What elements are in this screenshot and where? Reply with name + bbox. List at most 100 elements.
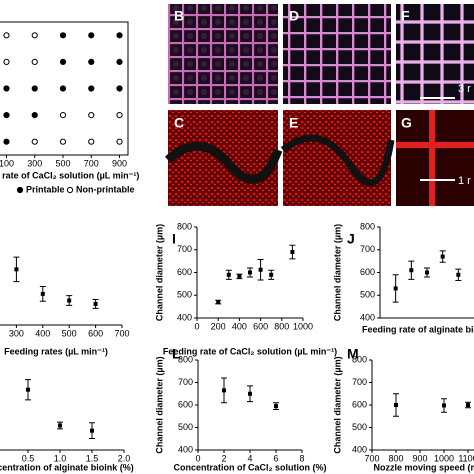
x-tick-label: 600 bbox=[88, 328, 103, 338]
point bbox=[59, 58, 67, 66]
point bbox=[88, 58, 95, 66]
image-c-channel bbox=[164, 141, 283, 184]
point bbox=[31, 112, 38, 119]
y-tick-label: 600 bbox=[360, 267, 375, 277]
y-axis-label: Channel diameter (µm) bbox=[154, 224, 164, 321]
panel-label: E bbox=[289, 115, 298, 131]
x-tick-label: 100 bbox=[0, 158, 14, 168]
point bbox=[116, 112, 123, 119]
y-tick-label: 800 bbox=[360, 221, 375, 231]
point bbox=[425, 270, 429, 275]
panel-label: L bbox=[172, 346, 181, 362]
x-tick-label: 300 bbox=[27, 158, 42, 168]
point bbox=[456, 272, 461, 277]
x-tick-label: 700 bbox=[364, 453, 379, 463]
image-e bbox=[283, 110, 391, 206]
point bbox=[3, 32, 10, 39]
x-tick-label: 0 bbox=[195, 453, 200, 463]
x-tick-label: 400 bbox=[232, 321, 247, 331]
x-tick-label: 200 bbox=[211, 321, 226, 331]
point bbox=[93, 301, 98, 306]
x-tick-label: 2 bbox=[221, 453, 226, 463]
x-tick-label: 1000 bbox=[434, 453, 454, 463]
scale-label: 1 r bbox=[458, 175, 471, 187]
point bbox=[59, 138, 67, 145]
y-tick-label: 800 bbox=[352, 354, 367, 364]
point bbox=[88, 85, 95, 92]
x-tick-label: 1000 bbox=[293, 321, 313, 331]
point bbox=[59, 112, 67, 119]
scale-label: 3 r bbox=[458, 83, 471, 95]
y-axis-label: Channel diameter (µm) bbox=[332, 224, 342, 321]
x-tick-label: 500 bbox=[62, 328, 77, 338]
y-axis-label: Channel diameter (µm) bbox=[332, 356, 342, 453]
point bbox=[116, 138, 123, 145]
point bbox=[466, 403, 470, 407]
x-axis-label: oncentration of alginate bioink (%) bbox=[0, 462, 134, 472]
y-tick-label: 500 bbox=[352, 422, 367, 432]
y-tick-label: 700 bbox=[178, 377, 193, 387]
legend-marker bbox=[66, 186, 74, 194]
point bbox=[3, 58, 10, 66]
y-tick-label: 400 bbox=[360, 312, 375, 322]
point bbox=[269, 272, 274, 277]
x-tick-label: 4 bbox=[247, 453, 252, 463]
panel-label: B bbox=[174, 8, 184, 24]
y-tick-label: 600 bbox=[352, 399, 367, 409]
image-b bbox=[168, 4, 278, 104]
point bbox=[31, 32, 38, 39]
legend-marker bbox=[16, 186, 24, 194]
x-tick-label: 8 bbox=[299, 453, 304, 463]
point bbox=[248, 270, 252, 275]
image-f bbox=[396, 4, 474, 104]
point bbox=[88, 32, 95, 39]
y-tick-label: 600 bbox=[177, 267, 192, 277]
point bbox=[59, 85, 67, 92]
y-tick-label: 700 bbox=[352, 377, 367, 387]
x-tick-label: 700 bbox=[114, 328, 129, 338]
x-tick-label: 800 bbox=[388, 453, 403, 463]
y-tick-label: 600 bbox=[178, 399, 193, 409]
panel-label: G bbox=[401, 115, 412, 131]
legend-label: Non-printable bbox=[76, 184, 135, 194]
x-tick-label: 600 bbox=[253, 321, 268, 331]
point bbox=[59, 32, 67, 39]
point bbox=[226, 272, 231, 277]
x-tick-label: 300 bbox=[9, 328, 24, 338]
point bbox=[3, 85, 10, 92]
x-tick-label: 1.0 bbox=[54, 453, 67, 463]
point bbox=[31, 138, 38, 145]
x-tick-label: 900 bbox=[412, 453, 427, 463]
point bbox=[216, 300, 221, 305]
y-tick-label: 700 bbox=[177, 244, 192, 254]
x-tick-label: 500 bbox=[55, 158, 70, 168]
x-tick-label: 0 bbox=[194, 321, 199, 331]
panel-label: D bbox=[289, 8, 299, 24]
point bbox=[58, 423, 62, 428]
point bbox=[40, 291, 45, 296]
x-tick-label: 0.5 bbox=[22, 453, 35, 463]
point bbox=[3, 112, 10, 119]
y-tick-label: 700 bbox=[360, 244, 375, 254]
x-axis-label: Feeding rates (µL min⁻¹) bbox=[4, 346, 108, 356]
point bbox=[248, 391, 252, 396]
point bbox=[116, 32, 123, 39]
image-e-channel bbox=[280, 134, 395, 187]
y-tick-label: 800 bbox=[178, 354, 193, 364]
point bbox=[90, 428, 94, 433]
point bbox=[31, 85, 38, 92]
point bbox=[14, 267, 19, 272]
x-axis-label: Feeding rate of CaCl₂ solution (µL min⁻¹… bbox=[163, 346, 337, 356]
x-tick-label: 6 bbox=[273, 453, 278, 463]
point bbox=[88, 138, 95, 145]
point bbox=[31, 58, 38, 66]
x-tick-label: 2.0 bbox=[118, 453, 131, 463]
point bbox=[442, 403, 446, 408]
image-g-channel bbox=[396, 110, 474, 206]
point bbox=[290, 250, 295, 255]
y-tick-label: 500 bbox=[177, 290, 192, 300]
image-panels: B D F 3 r C E G 1 r bbox=[164, 4, 474, 206]
point bbox=[116, 58, 123, 66]
y-tick-label: 400 bbox=[352, 444, 367, 454]
